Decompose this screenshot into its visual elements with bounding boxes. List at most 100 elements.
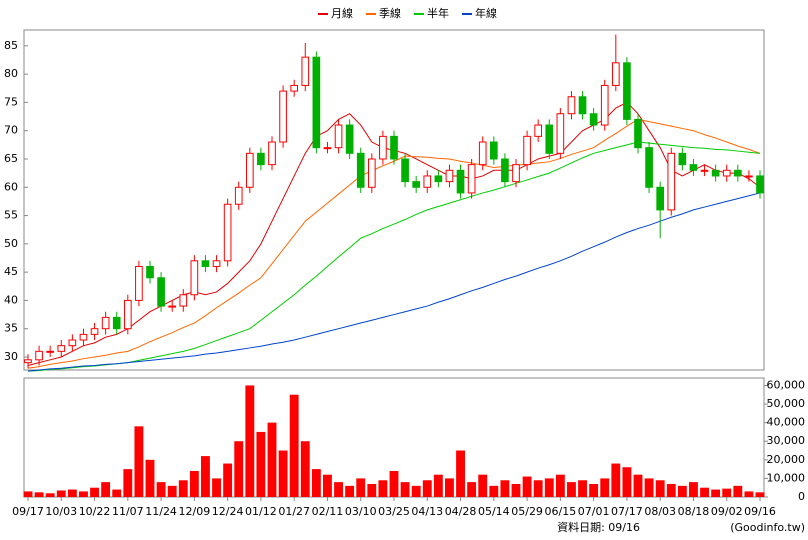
candle-body: [711, 169, 720, 177]
volume-bar: [323, 474, 332, 497]
candle-body: [223, 203, 232, 262]
volume-bar: [90, 487, 99, 497]
x-tick-label: 09/02: [711, 505, 743, 518]
y-tick-label: 45: [4, 265, 18, 278]
x-tick-label: 11/24: [145, 505, 177, 518]
candle-body: [390, 135, 398, 160]
y-tick-label: 60: [4, 180, 18, 193]
volume-bar: [522, 476, 532, 497]
volume-bar: [489, 485, 499, 497]
volume-bar: [644, 478, 654, 497]
y-tick-label: 30: [4, 350, 18, 363]
source: (Goodinfo.tw): [730, 521, 805, 534]
candle-body: [501, 158, 509, 183]
volume-bar: [256, 431, 266, 497]
candle-body: [634, 118, 642, 149]
volume-bar: [478, 474, 488, 497]
y-tick-label: 50,000: [767, 397, 806, 410]
legend-label: 季線: [379, 6, 401, 20]
candle-body: [667, 152, 676, 211]
volume-bar: [755, 492, 765, 497]
candle-body: [323, 147, 332, 150]
volume-bar: [445, 478, 454, 497]
volume-bar: [433, 474, 443, 497]
candle-body: [312, 56, 321, 149]
volume-bar: [79, 491, 88, 497]
candle-body: [245, 152, 254, 188]
candle-body: [445, 169, 454, 183]
x-tick-label: 03/25: [378, 505, 410, 518]
y-tick-label: 55: [4, 209, 18, 222]
volume-bar: [666, 483, 676, 497]
candle-body: [24, 359, 32, 364]
candle-body: [434, 175, 443, 183]
volume-bar: [45, 493, 55, 497]
candle-body: [545, 124, 554, 154]
y-tick-label: 65: [4, 152, 18, 165]
volume-bar: [533, 480, 543, 497]
volume-bar: [189, 470, 199, 497]
candle-body: [412, 181, 421, 188]
volume-bar: [145, 459, 155, 497]
volume-bar: [555, 474, 565, 497]
volume-bar: [101, 482, 111, 497]
candle-body: [57, 345, 66, 352]
candle-body: [79, 333, 88, 341]
candle-body: [623, 62, 631, 120]
volume-bar: [677, 485, 687, 497]
candle-body: [733, 169, 742, 177]
volume-bar: [500, 480, 510, 497]
volume-bar: [56, 490, 66, 497]
y-tick-label: 60,000: [767, 378, 806, 391]
volume-bar: [267, 422, 277, 497]
candle-body: [146, 265, 154, 279]
candle-body: [168, 305, 177, 308]
volume-bar: [245, 385, 255, 497]
candle-body: [90, 328, 99, 335]
volume-bar: [567, 482, 576, 497]
volume-bar: [733, 485, 743, 497]
volume-bar: [711, 489, 721, 497]
candle-body: [68, 339, 77, 347]
candle-body: [556, 113, 565, 154]
volume-bar: [356, 478, 366, 497]
candle-body: [423, 175, 432, 188]
volume-bar: [589, 483, 599, 497]
volume-bar: [467, 482, 477, 497]
x-tick-label: 03/10: [345, 505, 377, 518]
volume-bar: [123, 469, 133, 497]
y-tick-label: 40: [4, 293, 18, 306]
x-tick-label: 05/14: [478, 505, 510, 518]
volume-bar: [67, 489, 77, 497]
volume-bar: [578, 480, 587, 497]
y-tick-label: 30,000: [767, 434, 806, 447]
candle-body: [534, 124, 543, 137]
candle-body: [367, 158, 376, 188]
volume-bar: [334, 482, 343, 497]
volume-bar: [223, 463, 233, 497]
volume-bar: [633, 474, 643, 497]
candle-body: [745, 175, 753, 178]
candle-body: [611, 62, 620, 86]
footnote: 資料日期: 09/16: [557, 520, 640, 534]
candle-body: [678, 152, 687, 166]
volume-bar: [300, 441, 310, 497]
candle-body: [157, 277, 165, 307]
volume-bar: [345, 485, 355, 497]
y-tick-label: 80: [4, 67, 18, 80]
candle-body: [279, 90, 287, 143]
volume-bar: [622, 467, 632, 497]
volume-bar: [367, 483, 377, 497]
x-tick-label: 05/29: [511, 505, 543, 518]
x-tick-label: 01/27: [278, 505, 310, 518]
y-tick-label: 70: [4, 124, 18, 137]
volume-bar: [201, 456, 210, 497]
candle-body: [123, 299, 132, 330]
candle-body: [345, 124, 354, 154]
volume-bar: [23, 491, 33, 497]
y-tick-label: 40,000: [767, 416, 806, 429]
candle-body: [756, 175, 764, 194]
candle-body: [46, 350, 55, 353]
volume-bar: [611, 463, 621, 497]
legend-label: 月線: [331, 6, 353, 20]
